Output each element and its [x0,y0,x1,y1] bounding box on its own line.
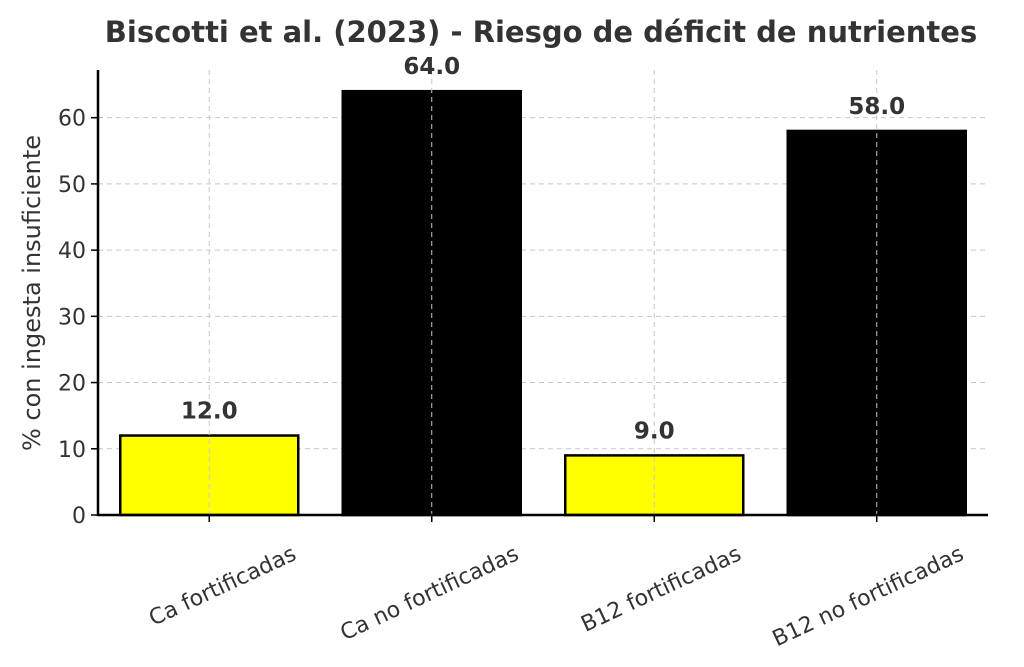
y-tick-label: 50 [58,173,86,198]
y-tick-label: 20 [58,372,86,397]
data-label: 58.0 [848,94,905,120]
x-tick-label: B12 no fortificadas [769,542,968,652]
data-label: 9.0 [634,418,675,444]
x-tick-label: Ca fortificadas [145,542,300,632]
y-tick-label: 30 [58,305,86,330]
x-tick-label: Ca no fortificadas [337,542,523,646]
y-tick-label: 60 [58,107,86,132]
y-tick-label: 0 [72,504,86,529]
y-axis-label: % con ingesta insuficiente [18,135,46,451]
bars [120,70,966,515]
data-label: 64.0 [403,54,460,80]
x-tick-label: B12 fortificadas [577,542,745,638]
data-label: 12.0 [181,399,238,425]
y-tick-label: 40 [58,239,86,264]
chart-title: Biscotti et al. (2023) - Riesgo de défic… [105,15,977,49]
y-tick-label: 10 [58,438,86,463]
